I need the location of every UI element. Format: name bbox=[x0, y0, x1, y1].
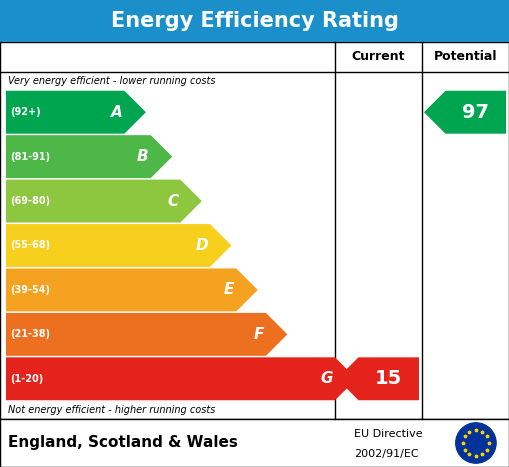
Text: 15: 15 bbox=[375, 369, 402, 388]
Polygon shape bbox=[6, 224, 232, 267]
Text: (1-20): (1-20) bbox=[10, 374, 43, 384]
Text: (81-91): (81-91) bbox=[10, 152, 50, 162]
Text: 2002/91/EC: 2002/91/EC bbox=[354, 449, 418, 459]
Text: (21-38): (21-38) bbox=[10, 329, 50, 340]
Polygon shape bbox=[6, 91, 146, 134]
Polygon shape bbox=[6, 180, 202, 223]
Text: (39-54): (39-54) bbox=[10, 285, 50, 295]
Text: E: E bbox=[224, 283, 234, 297]
Text: England, Scotland & Wales: England, Scotland & Wales bbox=[8, 436, 238, 451]
Circle shape bbox=[456, 423, 496, 463]
Text: G: G bbox=[321, 371, 333, 386]
Text: (69-80): (69-80) bbox=[10, 196, 50, 206]
Polygon shape bbox=[337, 357, 419, 400]
Polygon shape bbox=[6, 357, 356, 400]
Bar bbox=[0, 42, 509, 419]
Bar bbox=[0, 419, 509, 467]
Polygon shape bbox=[6, 269, 258, 311]
Text: Current: Current bbox=[352, 50, 405, 64]
Polygon shape bbox=[6, 313, 288, 356]
Text: B: B bbox=[137, 149, 149, 164]
Text: EU Directive: EU Directive bbox=[354, 429, 422, 439]
Text: D: D bbox=[195, 238, 208, 253]
Text: C: C bbox=[167, 193, 178, 209]
Text: Energy Efficiency Rating: Energy Efficiency Rating bbox=[110, 11, 399, 31]
Text: Not energy efficient - higher running costs: Not energy efficient - higher running co… bbox=[8, 405, 215, 415]
Text: 97: 97 bbox=[462, 103, 489, 122]
Polygon shape bbox=[6, 135, 172, 178]
Text: Potential: Potential bbox=[434, 50, 497, 64]
Text: F: F bbox=[253, 327, 264, 342]
Polygon shape bbox=[424, 91, 506, 134]
Text: (92+): (92+) bbox=[10, 107, 41, 117]
Bar bbox=[0, 0, 509, 42]
Text: A: A bbox=[110, 105, 123, 120]
Text: (55-68): (55-68) bbox=[10, 241, 50, 250]
Text: Very energy efficient - lower running costs: Very energy efficient - lower running co… bbox=[8, 76, 215, 86]
